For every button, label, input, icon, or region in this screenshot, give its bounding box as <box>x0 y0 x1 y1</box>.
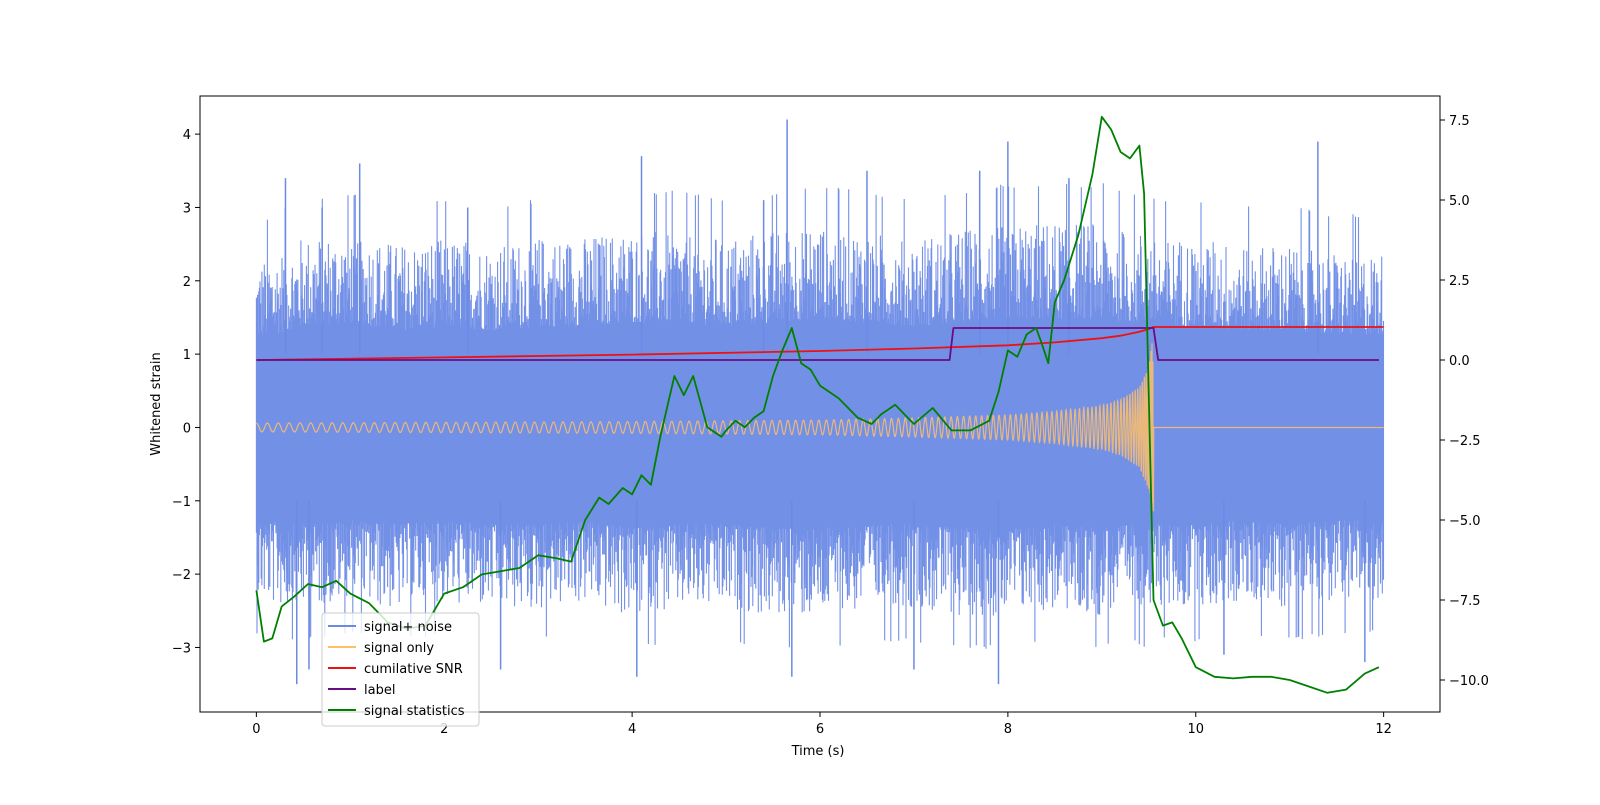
y2-tick-label: 2.5 <box>1449 274 1470 289</box>
legend-label: cumilative SNR <box>364 662 463 677</box>
series-line <box>255 115 1380 694</box>
legend-label: signal statistics <box>364 704 465 719</box>
y2-tick-label: −10.0 <box>1449 674 1489 689</box>
y2-tick-label: −7.5 <box>1449 594 1481 609</box>
legend-label: label <box>364 683 395 698</box>
noise-band <box>255 183 1385 649</box>
x-axis-label: Time (s) <box>791 744 845 759</box>
y2-tick-label: 0.0 <box>1449 354 1470 369</box>
legend-box <box>321 612 480 727</box>
y-tick-label: −2 <box>172 568 191 583</box>
y-tick-label: −1 <box>172 495 191 510</box>
legend: signal+ noise signal only cumilative SNR la… <box>321 612 480 727</box>
series-signal-only <box>256 343 1384 512</box>
y-axis-left: −3 −2 −1 0 1 2 3 4 <box>172 128 200 656</box>
x-tick-label: 12 <box>1375 722 1392 737</box>
y2-tick-label: 5.0 <box>1449 194 1470 209</box>
series-line <box>256 326 1384 361</box>
y-axis-right: −10.0 −7.5 −5.0 −2.5 0.0 2.5 5.0 7.5 <box>1440 114 1489 689</box>
x-tick-label: 10 <box>1187 722 1204 737</box>
x-tick-label: 4 <box>628 722 636 737</box>
y-tick-label: −3 <box>172 641 191 656</box>
y2-tick-label: 7.5 <box>1449 114 1470 129</box>
x-tick-label: 0 <box>252 722 260 737</box>
legend-label: signal+ noise <box>364 620 452 635</box>
x-tick-label: 6 <box>816 722 824 737</box>
series-signal-plus-noise <box>255 119 1385 685</box>
y2-tick-label: −2.5 <box>1449 434 1481 449</box>
y-tick-label: 1 <box>183 348 191 363</box>
y2-tick-label: −5.0 <box>1449 514 1481 529</box>
y-tick-label: 2 <box>183 275 191 290</box>
series-signal-statistics <box>255 115 1380 694</box>
y-tick-label: 0 <box>183 421 191 436</box>
series-label <box>256 327 1379 361</box>
series-line <box>256 327 1379 361</box>
chirp-line <box>256 343 1384 512</box>
y-tick-label: 4 <box>183 128 191 143</box>
legend-label: signal only <box>364 641 434 656</box>
x-tick-label: 2 <box>440 722 448 737</box>
series-cumilative-snr <box>256 326 1384 361</box>
x-axis: 0 2 4 6 8 10 12 <box>252 712 1392 737</box>
y-axis-label: Whitened strain <box>149 352 164 455</box>
y-tick-label: 3 <box>183 201 191 216</box>
x-tick-label: 8 <box>1004 722 1012 737</box>
